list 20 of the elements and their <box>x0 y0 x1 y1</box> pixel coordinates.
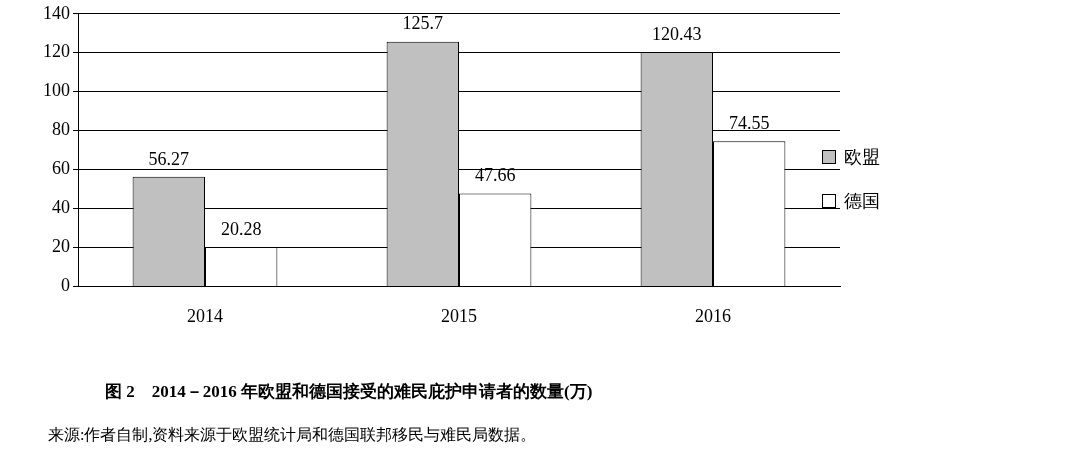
data-label: 125.7 <box>402 13 444 34</box>
data-label: 56.27 <box>148 148 190 169</box>
text: 德国 <box>844 190 880 213</box>
text: 图 2 2014－2016 年欧盟和德国接受的难民庇护申请者的数量(万) <box>105 381 593 403</box>
data-label: 74.55 <box>728 112 770 133</box>
data-label: 20.28 <box>220 218 262 239</box>
x-tick-label: 2015 <box>441 305 477 326</box>
y-tick-label: 140 <box>43 2 70 23</box>
legend-label: 欧盟 <box>844 146 880 169</box>
x-tick-label: 2014 <box>187 305 223 326</box>
y-tick-label: 120 <box>43 41 70 62</box>
source-note: 来源:作者自制,资料来源于欧盟统计局和德国联邦移民与难民局数据。 <box>48 425 537 445</box>
y-tick-label: 80 <box>52 119 70 140</box>
x-tick-label: 2016 <box>695 305 731 326</box>
y-tick-label: 60 <box>52 158 70 179</box>
y-tick-label: 0 <box>61 275 70 296</box>
y-tick-label: 20 <box>52 236 70 257</box>
y-tick-label: 40 <box>52 197 70 218</box>
data-label: 120.43 <box>652 23 702 44</box>
y-tick-label: 100 <box>43 80 70 101</box>
